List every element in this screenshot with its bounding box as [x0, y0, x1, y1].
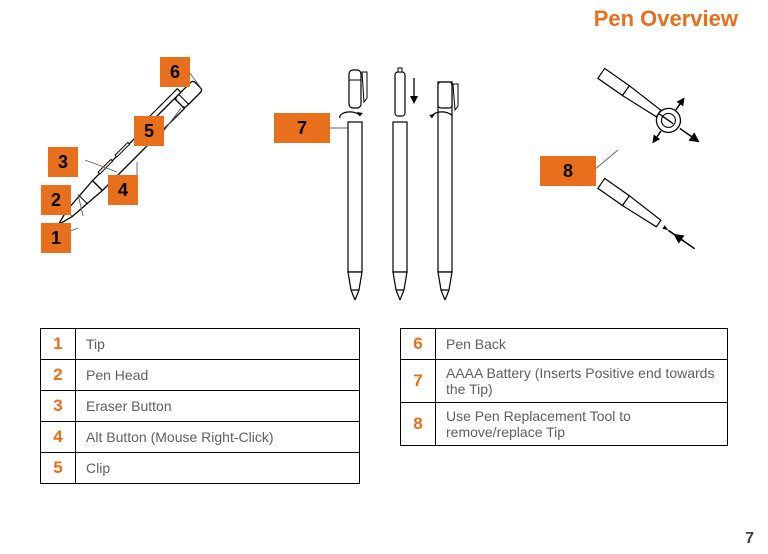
page-number: 7 [745, 530, 754, 548]
legend-num: 5 [41, 453, 76, 484]
table-row: 6Pen Back [401, 329, 728, 360]
legend-desc: Pen Head [76, 360, 360, 391]
legend-num: 3 [41, 391, 76, 422]
legend-desc: Tip [76, 329, 360, 360]
table-row: 8Use Pen Replacement Tool to remove/repl… [401, 403, 728, 446]
legend-num: 8 [401, 403, 436, 446]
callout-7: 7 [274, 113, 330, 143]
callout-8: 8 [540, 156, 596, 186]
legend-table-left: 1Tip 2Pen Head 3Eraser Button 4Alt Butto… [40, 328, 360, 484]
table-row: 2Pen Head [41, 360, 360, 391]
callout-6: 6 [160, 57, 190, 87]
table-row: 3Eraser Button [41, 391, 360, 422]
battery-diagram [310, 60, 510, 290]
callout-3: 3 [48, 147, 78, 177]
callout-5: 5 [134, 116, 164, 146]
legend-desc: Pen Back [436, 329, 728, 360]
callout-4: 4 [108, 175, 138, 205]
legend-table-right: 6Pen Back 7AAAA Battery (Inserts Positiv… [400, 328, 728, 446]
legend-num: 2 [41, 360, 76, 391]
legend-num: 1 [41, 329, 76, 360]
table-row: 7AAAA Battery (Inserts Positive end towa… [401, 360, 728, 403]
legend-desc: Alt Button (Mouse Right-Click) [76, 422, 360, 453]
table-row: 4Alt Button (Mouse Right-Click) [41, 422, 360, 453]
legend-desc: Use Pen Replacement Tool to remove/repla… [436, 403, 728, 446]
legend-desc: Clip [76, 453, 360, 484]
legend-desc: Eraser Button [76, 391, 360, 422]
table-row: 5Clip [41, 453, 360, 484]
callout-1: 1 [41, 223, 71, 253]
legend-num: 6 [401, 329, 436, 360]
table-row: 1Tip [41, 329, 360, 360]
page-title: Pen Overview [594, 6, 738, 32]
legend-num: 7 [401, 360, 436, 403]
legend-desc: AAAA Battery (Inserts Positive end towar… [436, 360, 728, 403]
legend-num: 4 [41, 422, 76, 453]
callout-2: 2 [41, 185, 71, 215]
